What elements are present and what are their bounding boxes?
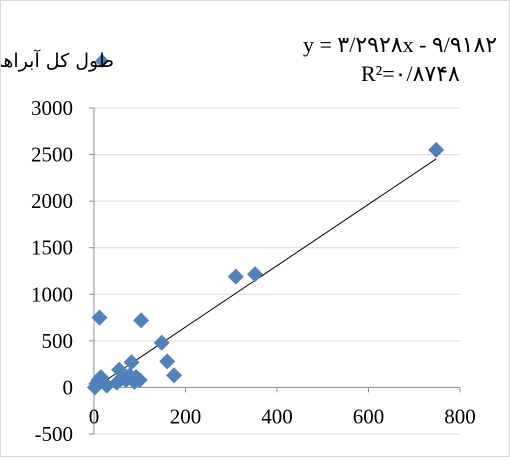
legend: طول کل آبراهه <box>0 48 114 72</box>
x-tick-label: 400 <box>261 404 293 428</box>
legend-diamond-icon <box>95 54 109 68</box>
x-tick-label: 200 <box>170 404 202 428</box>
r-squared-label: R²=۰/۸۷۴۸ <box>361 61 460 86</box>
y-tick-label: -500 <box>35 422 74 446</box>
trendline-line <box>93 158 437 389</box>
y-tick-label: 1000 <box>31 282 73 306</box>
data-point <box>123 354 140 371</box>
y-tick-label: 2500 <box>31 143 73 167</box>
tick-labels: 3000 2500 2000 1500 1000 500 0 -500 0 200 400 600 80… <box>31 96 476 446</box>
y-tick-label: 2000 <box>31 189 73 213</box>
y-tick-label: 0 <box>63 375 74 399</box>
gridlines <box>94 107 460 435</box>
data-point <box>159 353 176 370</box>
y-tick-label: 500 <box>42 329 74 353</box>
data-point <box>428 141 445 158</box>
trendline-equation: y = ۳/۲۹۲۸x - ۹/۹۱۸۲ <box>303 32 497 57</box>
data-points <box>86 141 445 396</box>
data-point <box>91 309 108 326</box>
x-tick-label: 0 <box>89 404 100 428</box>
x-tick-label: 800 <box>444 404 476 428</box>
data-point <box>227 268 244 285</box>
axes <box>89 107 461 435</box>
data-point <box>153 334 170 351</box>
data-point <box>247 266 264 283</box>
y-tick-label: 3000 <box>31 96 73 120</box>
legend-label: طول کل آبراهه <box>1 48 114 72</box>
y-tick-label: 1500 <box>31 236 73 260</box>
trendline <box>93 158 437 389</box>
x-tick-label: 600 <box>353 404 385 428</box>
data-point <box>131 371 148 388</box>
data-point <box>133 312 150 329</box>
data-point <box>166 367 183 384</box>
